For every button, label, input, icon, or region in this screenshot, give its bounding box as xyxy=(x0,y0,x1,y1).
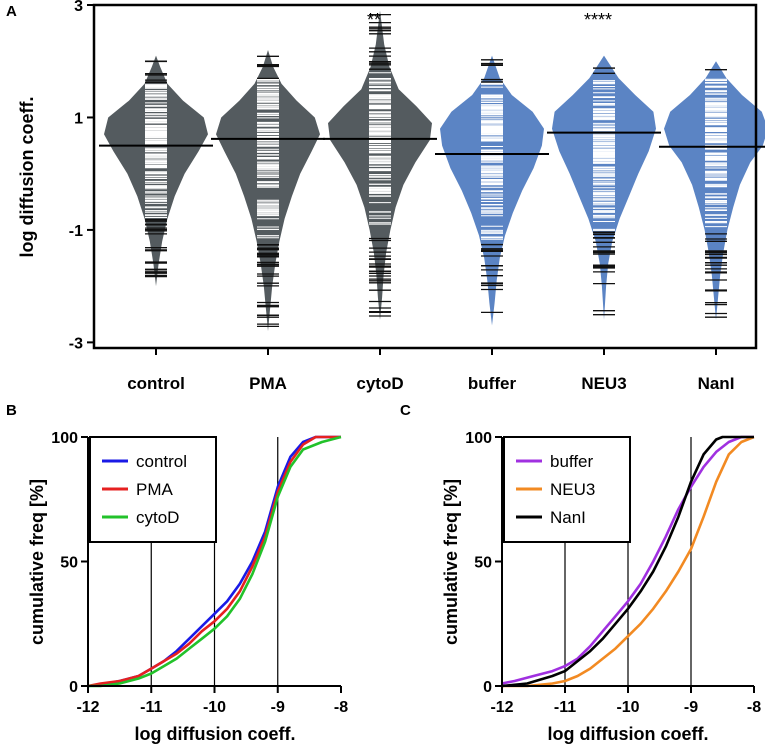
legend-label-PMA: PMA xyxy=(136,480,174,499)
panel-c-xlabel: log diffusion coeff. xyxy=(548,724,709,744)
legend-label-cytoD: cytoD xyxy=(136,508,179,527)
series-line-PMA xyxy=(87,435,341,688)
legend-label-buffer: buffer xyxy=(550,452,594,471)
panel-b: B -12 -11 -10 -9 -8 0 50 100 control PMA cytoD lo… xyxy=(6,402,348,744)
panel-c-letter: C xyxy=(400,402,411,419)
x-tick-label: -9 xyxy=(271,699,285,716)
category-label-control: control xyxy=(127,374,185,393)
x-tick-label: -9 xyxy=(684,699,698,716)
category-label-NanI: NanI xyxy=(698,374,735,393)
panel-a-frame xyxy=(92,3,758,350)
y-tick-label: 100 xyxy=(465,430,492,447)
y-tick-label: 0 xyxy=(483,679,492,696)
category-label-cytoD: cytoD xyxy=(356,374,403,393)
panel-c: C -12 -11 -10 -9 -8 0 50 100 buffer NEU3 NanI log… xyxy=(400,402,761,744)
axes: -12 -11 -10 -9 -8 0 50 100 xyxy=(51,430,348,716)
significance-NEU3: **** xyxy=(584,10,612,30)
points-PMA xyxy=(257,55,279,328)
x-tick-label: -8 xyxy=(334,699,348,716)
category-label-NEU3: NEU3 xyxy=(581,374,626,393)
panel-a-letter: A xyxy=(6,3,17,20)
y-tick-label: 50 xyxy=(60,555,78,572)
violin-cytoD xyxy=(323,10,437,320)
category-label-PMA: PMA xyxy=(249,374,287,393)
y-axis-ticks: 3 1 -1 -3 xyxy=(69,0,94,352)
legend-label-control: control xyxy=(136,452,187,471)
panel-b-ylabel: cumulative freq [%] xyxy=(27,479,47,645)
points-NanI xyxy=(705,69,727,318)
violin-body-PMA xyxy=(216,50,320,332)
y-tick-label: -3 xyxy=(69,335,83,352)
violin-NEU3 xyxy=(547,55,661,320)
y-tick-label: 50 xyxy=(474,555,492,572)
x-tick-label: -8 xyxy=(747,699,761,716)
x-tick-label: -11 xyxy=(140,699,162,716)
points-buffer xyxy=(481,59,503,314)
series-line-cytoD xyxy=(88,435,342,688)
x-tick-label: -12 xyxy=(490,699,513,716)
x-tick-label: -10 xyxy=(616,699,639,716)
category-label-buffer: buffer xyxy=(468,374,517,393)
category-labels: control PMA cytoD buffer NEU3 NanI xyxy=(127,348,734,393)
violin-control xyxy=(99,55,213,287)
violin-body-cytoD xyxy=(328,10,432,320)
cdf-lines xyxy=(501,435,755,688)
x-tick-label: -10 xyxy=(203,699,226,716)
points-cytoD xyxy=(369,13,391,317)
x-tick-label: -12 xyxy=(76,699,99,716)
panel-a: A 3 1 -1 -3 control PMA cytoD buffer NEU3 NanI *… xyxy=(6,0,765,393)
cdf-lines xyxy=(87,435,342,688)
y-tick-label: 0 xyxy=(69,679,78,696)
points-control xyxy=(145,60,167,278)
violin-buffer xyxy=(435,55,549,326)
series-line-NanI xyxy=(501,435,754,688)
y-tick-label: 3 xyxy=(74,0,83,15)
y-tick-label: 100 xyxy=(51,430,78,447)
x-tick-label: -11 xyxy=(554,699,576,716)
legend: control PMA cytoD xyxy=(89,436,217,543)
y-tick-label: -1 xyxy=(69,223,83,240)
significance-cytoD: ** xyxy=(367,10,381,30)
legend: buffer NEU3 NanI xyxy=(503,436,631,543)
violins xyxy=(99,10,765,332)
legend-label-NEU3: NEU3 xyxy=(550,480,595,499)
panel-b-xlabel: log diffusion coeff. xyxy=(135,724,296,744)
violin-body-control xyxy=(104,55,208,287)
panel-c-ylabel: cumulative freq [%] xyxy=(441,479,461,645)
violin-NanI xyxy=(659,61,765,320)
series-line-NEU3 xyxy=(502,435,755,688)
panel-a-ylabel: log diffusion coeff. xyxy=(17,97,37,258)
points-NEU3 xyxy=(593,67,615,316)
y-tick-label: 1 xyxy=(74,110,83,127)
violin-body-NanI xyxy=(664,61,765,320)
panel-b-letter: B xyxy=(6,402,17,419)
series-line-buffer xyxy=(501,435,754,685)
violin-PMA xyxy=(211,50,325,332)
significance-marks: ** **** xyxy=(367,10,612,30)
legend-label-NanI: NanI xyxy=(550,508,586,527)
axes: -12 -11 -10 -9 -8 0 50 100 xyxy=(465,430,761,716)
